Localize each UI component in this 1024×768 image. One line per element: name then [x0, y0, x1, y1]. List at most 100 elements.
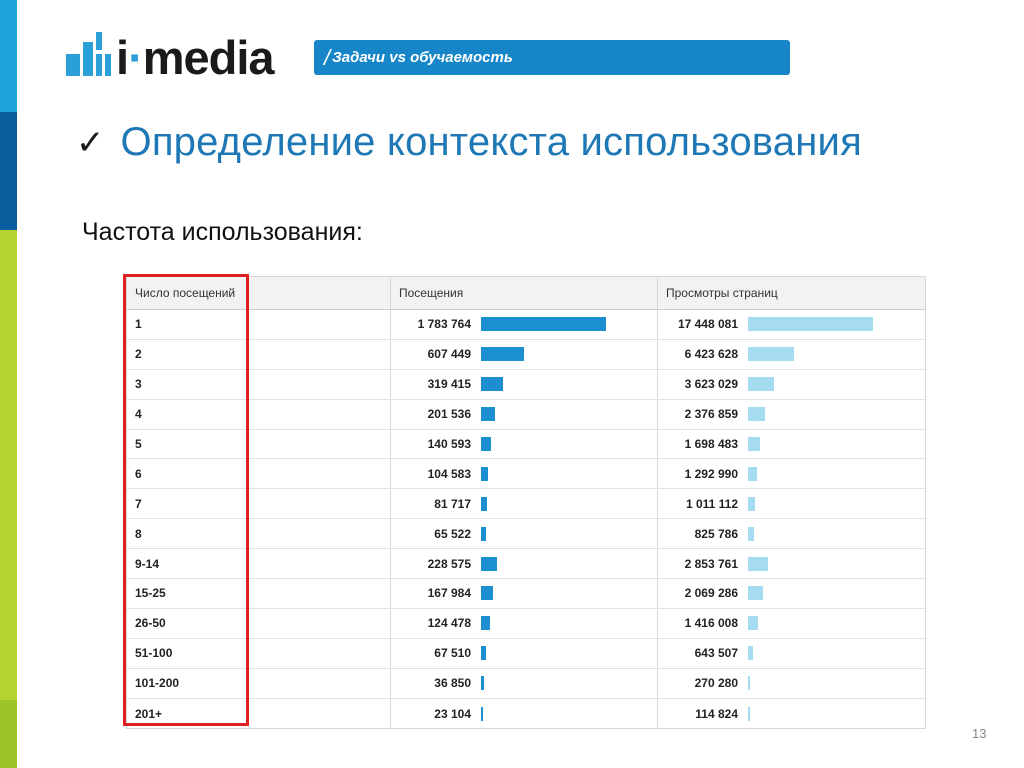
cell-pageviews: 1 416 008 [658, 609, 925, 638]
cell-visit-count: 4 [127, 399, 391, 429]
visits-bar [481, 437, 491, 451]
cell-visits: 167 984 [391, 579, 658, 608]
pageviews-bar [748, 586, 763, 601]
pageviews-bar [748, 646, 753, 661]
section-banner: / Задачи vs обучаемость [314, 40, 790, 75]
header-visits: Посещения [391, 277, 658, 309]
pageviews-bar [748, 317, 873, 332]
decor-stripe-top [0, 0, 17, 112]
cell-visit-count: 101-200 [127, 668, 391, 698]
stats-table: Число посещений Посещения Просмотры стра… [126, 276, 926, 730]
decor-stripe-dark [0, 112, 17, 230]
cell-visit-count: 5 [127, 429, 391, 459]
logo: i·media [66, 32, 275, 81]
cell-pageviews: 114 824 [658, 699, 925, 729]
table-row: 2 607 449 6 423 628 [127, 339, 925, 370]
visits-bar [481, 556, 498, 571]
cell-pageviews: 2 853 761 [658, 549, 925, 578]
visits-bar [481, 586, 493, 601]
visits-value: 124 478 [427, 616, 471, 631]
cell-pageviews: 2 069 286 [658, 579, 925, 608]
cell-visits: 104 583 [391, 459, 658, 489]
cell-visits: 124 478 [391, 608, 658, 638]
table-row: 201+ 23 104 114 824 [127, 698, 925, 729]
visits-bar [481, 526, 486, 541]
table-row: 5 140 593 1 698 483 [127, 429, 925, 460]
pageviews-bar [748, 556, 769, 571]
pageviews-value: 2 069 286 [684, 586, 738, 601]
checkmark-icon: ✓ [76, 122, 105, 163]
cell-pageviews: 6 423 628 [658, 340, 925, 369]
visits-value: 201 536 [427, 407, 471, 422]
decor-stripe-green [0, 230, 17, 700]
pageviews-bar [748, 347, 795, 362]
table-body: 1 1 783 764 17 448 081 2 607 449 6 423 628 3 31… [127, 310, 925, 729]
pageviews-value: 2 853 761 [684, 556, 738, 571]
cell-pageviews: 3 623 029 [658, 370, 925, 399]
cell-visit-count: 15-25 [127, 579, 391, 608]
pageviews-bar [748, 616, 759, 631]
pageviews-value: 2 376 859 [684, 407, 738, 422]
banner-slash: / [324, 44, 331, 70]
pageviews-bar [748, 496, 756, 511]
pageviews-bar [748, 706, 750, 721]
cell-visits: 67 510 [391, 638, 658, 668]
cell-visit-count: 7 [127, 489, 391, 519]
cell-visit-count: 51-100 [127, 638, 391, 668]
cell-visits: 65 522 [391, 519, 658, 549]
cell-visits: 81 717 [391, 489, 658, 519]
pageviews-value: 6 423 628 [684, 347, 738, 362]
visits-value: 65 522 [434, 526, 471, 541]
table-row: 1 1 783 764 17 448 081 [127, 310, 925, 340]
pageviews-value: 17 448 081 [677, 317, 738, 332]
pageviews-bar [748, 437, 761, 451]
visits-bar [481, 347, 524, 362]
table-row: 8 65 522 825 786 [127, 519, 925, 550]
cell-pageviews: 2 376 859 [658, 400, 925, 429]
table-row: 51-100 67 510 643 507 [127, 638, 925, 669]
visits-value: 23 104 [434, 706, 471, 721]
cell-visits: 319 415 [391, 369, 658, 399]
visits-bar [481, 407, 496, 422]
cell-visits: 228 575 [391, 549, 658, 579]
visits-value: 319 415 [427, 377, 471, 392]
pageviews-bar [748, 676, 750, 691]
visits-bar [481, 676, 484, 691]
header-pageviews: Просмотры страниц [666, 286, 778, 300]
table-row: 9-14 228 575 2 853 761 [127, 549, 925, 580]
pageviews-value: 1 011 112 [685, 496, 738, 511]
visits-value: 67 510 [434, 646, 471, 661]
cell-pageviews: 17 448 081 [658, 310, 925, 339]
cell-visits: 23 104 [391, 698, 658, 729]
visits-bar [481, 706, 483, 721]
subtitle: Частота использования: [82, 218, 363, 246]
table-row: 6 104 583 1 292 990 [127, 459, 925, 490]
visits-bar [481, 317, 606, 332]
cell-pageviews: 1 698 483 [658, 430, 925, 459]
visits-value: 140 593 [427, 437, 471, 451]
visits-bar [481, 377, 504, 392]
pageviews-value: 1 698 483 [684, 437, 738, 451]
pageviews-bar [748, 526, 754, 541]
logo-mark-icon [66, 32, 112, 78]
visits-bar [481, 466, 489, 481]
banner-text: Задачи vs обучаемость [332, 49, 513, 66]
visits-value: 607 449 [427, 347, 471, 362]
cell-visits: 36 850 [391, 668, 658, 698]
cell-pageviews: 825 786 [658, 519, 925, 548]
visits-bar [481, 496, 487, 511]
pageviews-value: 825 786 [694, 526, 738, 541]
pageviews-bar [748, 466, 758, 481]
decor-stripe-bottom [0, 700, 17, 768]
cell-visits: 1 783 764 [391, 310, 658, 339]
cell-visit-count: 1 [127, 310, 391, 339]
pageviews-value: 114 824 [695, 706, 738, 721]
visits-value: 36 850 [434, 676, 471, 691]
visits-value: 104 583 [427, 466, 471, 481]
table-row: 4 201 536 2 376 859 [127, 399, 925, 430]
slide-title: ✓ Определение контекста использования [76, 120, 862, 165]
table-row: 3 319 415 3 623 029 [127, 369, 925, 400]
visits-bar [481, 646, 486, 661]
cell-visits: 201 536 [391, 399, 658, 429]
cell-visit-count: 6 [127, 459, 391, 489]
